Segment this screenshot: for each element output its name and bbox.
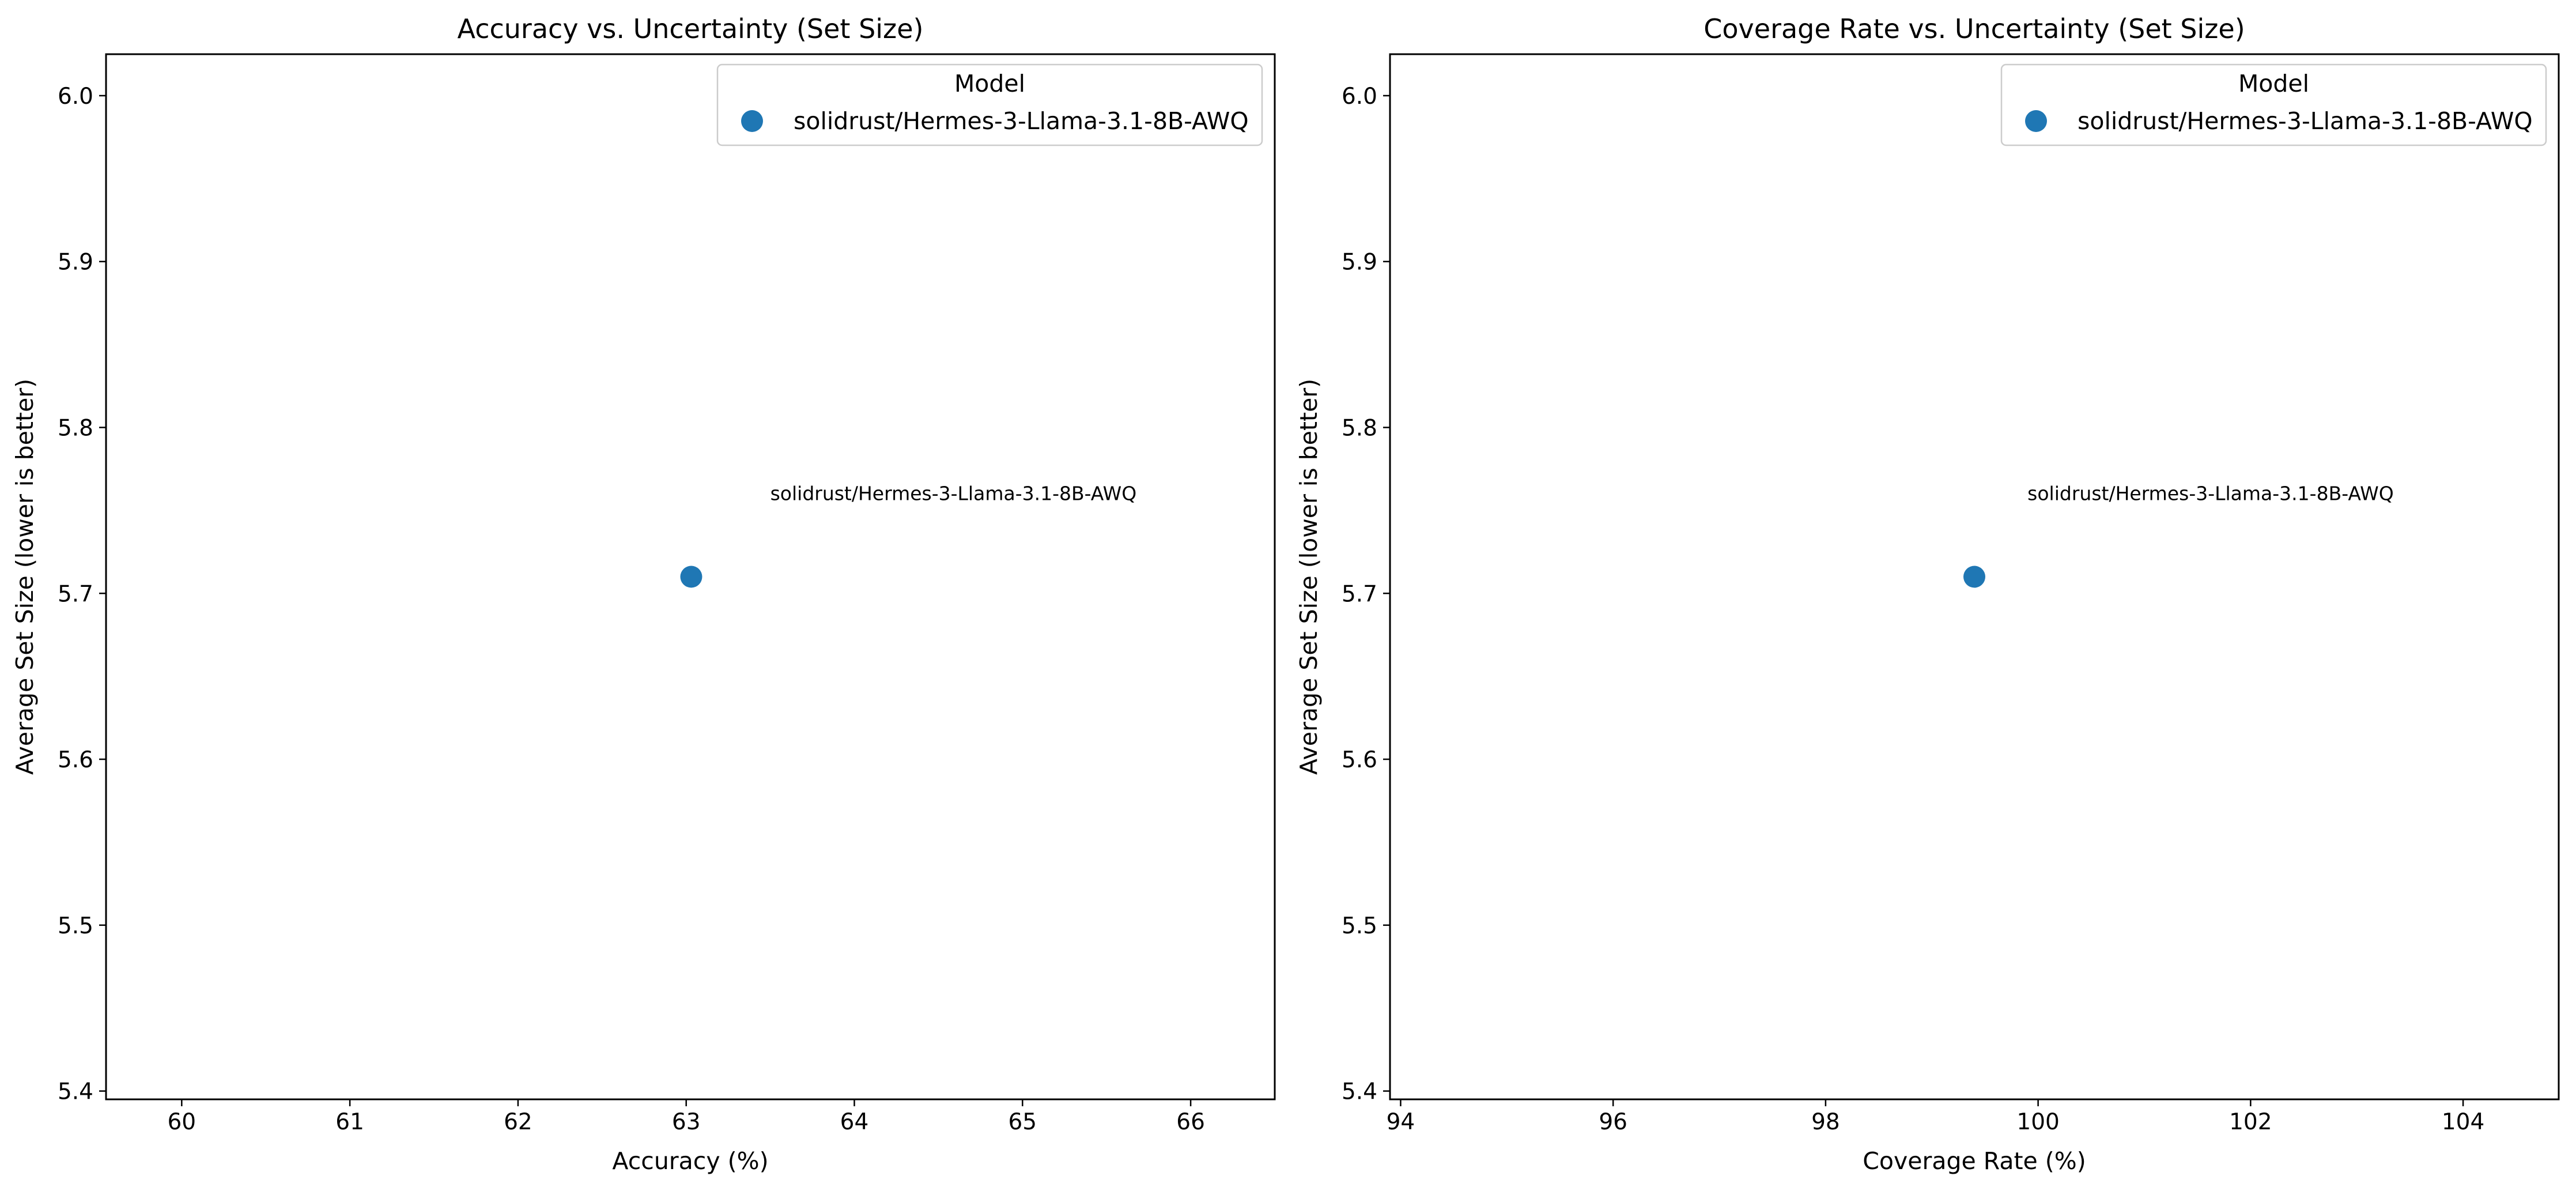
chart-title: Accuracy vs. Uncertainty (Set Size)	[458, 13, 924, 44]
x-tick-label: 64	[840, 1109, 869, 1135]
x-tick-label: 66	[1176, 1109, 1205, 1135]
x-tick-label: 96	[1599, 1109, 1627, 1135]
y-tick-label: 5.5	[58, 913, 93, 939]
x-tick-label: 94	[1387, 1109, 1415, 1135]
y-tick-label: 5.9	[1342, 250, 1377, 276]
y-tick-label: 5.8	[1342, 416, 1377, 442]
point-annotation: solidrust/Hermes-3-Llama-3.1-8B-AWQ	[2027, 483, 2394, 505]
x-tick-label: 104	[2442, 1109, 2484, 1135]
legend-title: Model	[954, 70, 1025, 97]
plot-frame	[105, 53, 1276, 1100]
data-point	[680, 566, 702, 588]
y-tick-label: 5.8	[58, 416, 93, 442]
y-tick-label: 5.4	[1342, 1079, 1377, 1105]
y-tick-label: 5.6	[58, 747, 93, 773]
x-tick-label: 100	[2016, 1109, 2059, 1135]
legend-title: Model	[2238, 70, 2309, 97]
x-tick-label: 65	[1008, 1109, 1037, 1135]
legend-box	[716, 63, 1263, 146]
chart-title: Coverage Rate vs. Uncertainty (Set Size)	[1704, 13, 2245, 44]
x-tick-label: 62	[504, 1109, 532, 1135]
plot-frame	[1389, 53, 2560, 1100]
legend: Model solidrust/Hermes-3-Llama-3.1-8B-AWQ	[716, 63, 1263, 146]
legend-entry: solidrust/Hermes-3-Llama-3.1-8B-AWQ	[2078, 107, 2533, 135]
y-tick-label: 5.6	[1342, 747, 1377, 773]
y-axis-label: Average Set Size (lower is better)	[11, 379, 39, 775]
x-axis-label: Coverage Rate (%)	[1863, 1147, 2086, 1175]
legend: Model solidrust/Hermes-3-Llama-3.1-8B-AWQ	[2000, 63, 2547, 146]
y-tick-label: 6.0	[58, 84, 93, 110]
y-tick-label: 5.7	[1342, 581, 1377, 607]
chart-panel-1: Accuracy vs. Uncertainty (Set Size) 60 61 6…	[11, 13, 1276, 1175]
point-annotation: solidrust/Hermes-3-Llama-3.1-8B-AWQ	[770, 483, 1137, 505]
x-tick-label: 102	[2229, 1109, 2272, 1135]
legend-box	[2000, 63, 2547, 146]
y-tick-label: 5.7	[58, 581, 93, 607]
legend-marker	[741, 110, 763, 132]
data-point	[1963, 566, 1985, 588]
x-axis-label: Accuracy (%)	[612, 1147, 768, 1175]
x-tick-label: 63	[672, 1109, 701, 1135]
y-tick-label: 5.4	[58, 1079, 93, 1105]
y-tick-label: 5.5	[1342, 913, 1377, 939]
chart-panel-2: Coverage Rate vs. Uncertainty (Set Size)…	[1295, 13, 2560, 1175]
y-tick-label: 6.0	[1342, 84, 1377, 110]
y-axis-label: Average Set Size (lower is better)	[1295, 379, 1323, 775]
legend-marker	[2025, 110, 2047, 132]
y-tick-label: 5.9	[58, 250, 93, 276]
x-tick-label: 60	[167, 1109, 196, 1135]
x-tick-label: 61	[335, 1109, 364, 1135]
legend-entry: solidrust/Hermes-3-Llama-3.1-8B-AWQ	[794, 107, 1249, 135]
x-tick-label: 98	[1811, 1109, 1840, 1135]
